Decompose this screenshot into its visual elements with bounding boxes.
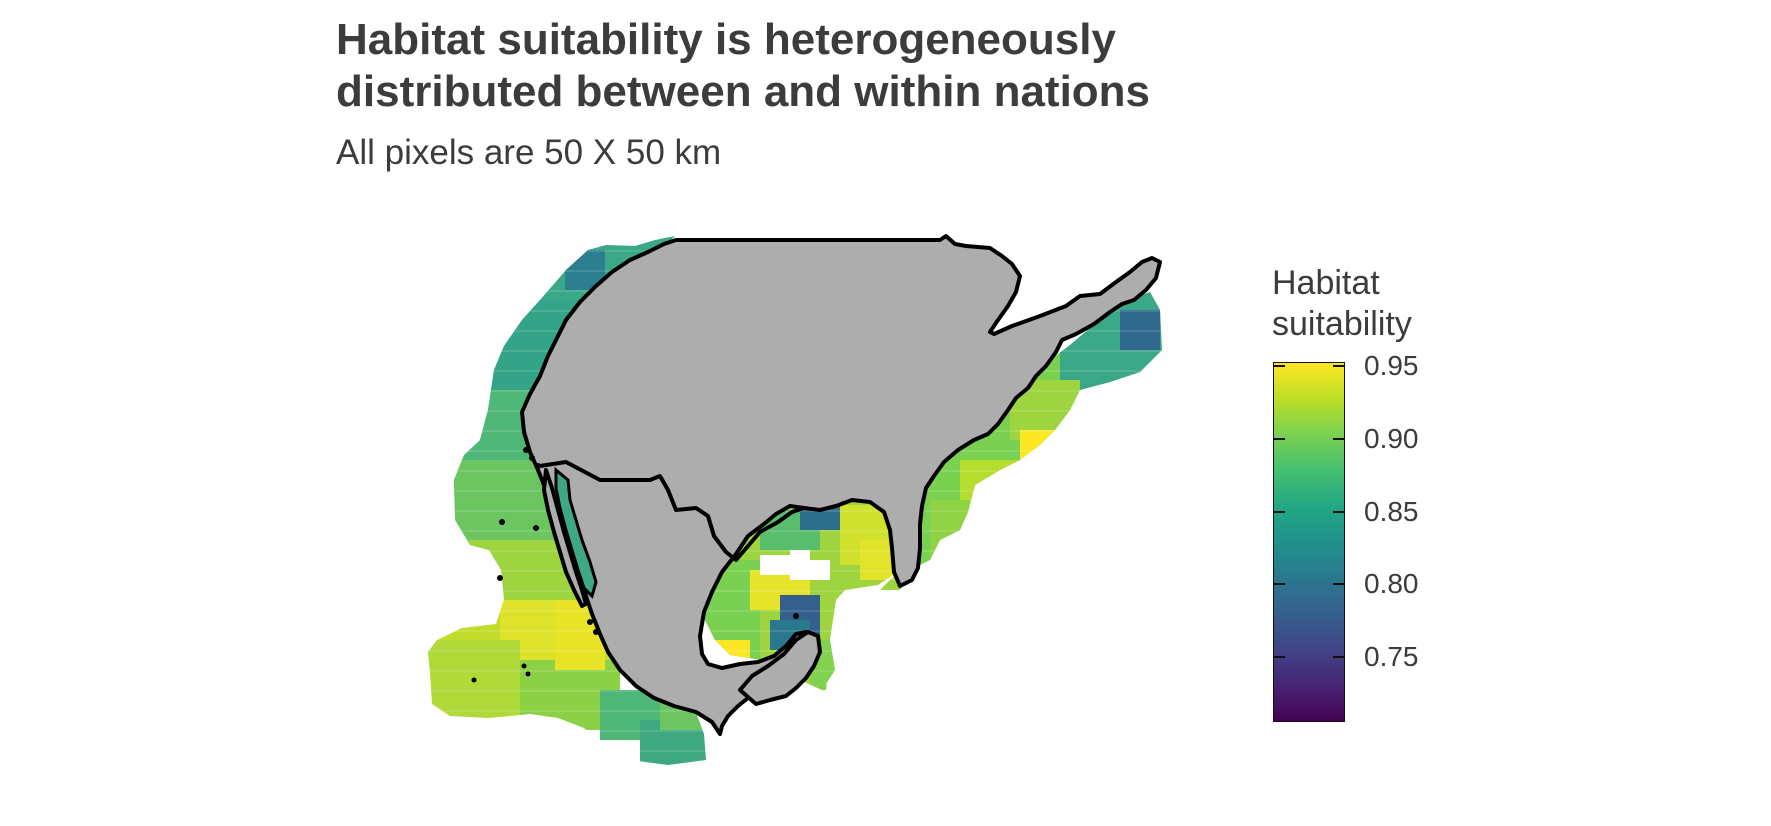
gulf-gaps [760,550,830,580]
legend-tick-label: 0.95 [1364,350,1419,382]
legend-tick-label: 0.80 [1364,568,1419,600]
map-title-line-1: Habitat suitability is heterogeneously [336,15,1116,64]
legend-tick-right [1333,437,1345,440]
legend-tick-label: 0.75 [1364,640,1419,672]
yucatan-peninsula [738,630,822,706]
legend-tick-label: 0.85 [1364,495,1419,527]
legend-tick-left [1273,365,1285,368]
map-title: Habitat suitability is heterogeneously d… [336,14,1236,118]
baja-peninsula [542,468,588,608]
legend-tick-right [1333,583,1345,586]
legend-tick-right [1333,365,1345,368]
map-subtitle: All pixels are 50 X 50 km [336,133,722,172]
legend-tick-left [1273,437,1285,440]
legend-tick-left [1273,583,1285,586]
land-mass [520,234,1162,736]
legend-title: Habitat suitability [1272,263,1412,345]
legend-colorbar [1273,362,1345,722]
legend-title-line-1: Habitat [1272,264,1380,302]
us-mexico-border [539,460,805,562]
legend-tick-left [1273,510,1285,513]
legend-tick-left [1273,655,1285,658]
legend-tick-label: 0.90 [1364,422,1419,454]
legend-tick-right [1333,510,1345,513]
gulf-of-california [554,466,598,599]
island-dots [471,447,799,683]
legend-tick-right [1333,655,1345,658]
map-title-line-2: distributed between and within nations [336,67,1151,116]
legend-title-line-2: suitability [1272,305,1412,343]
